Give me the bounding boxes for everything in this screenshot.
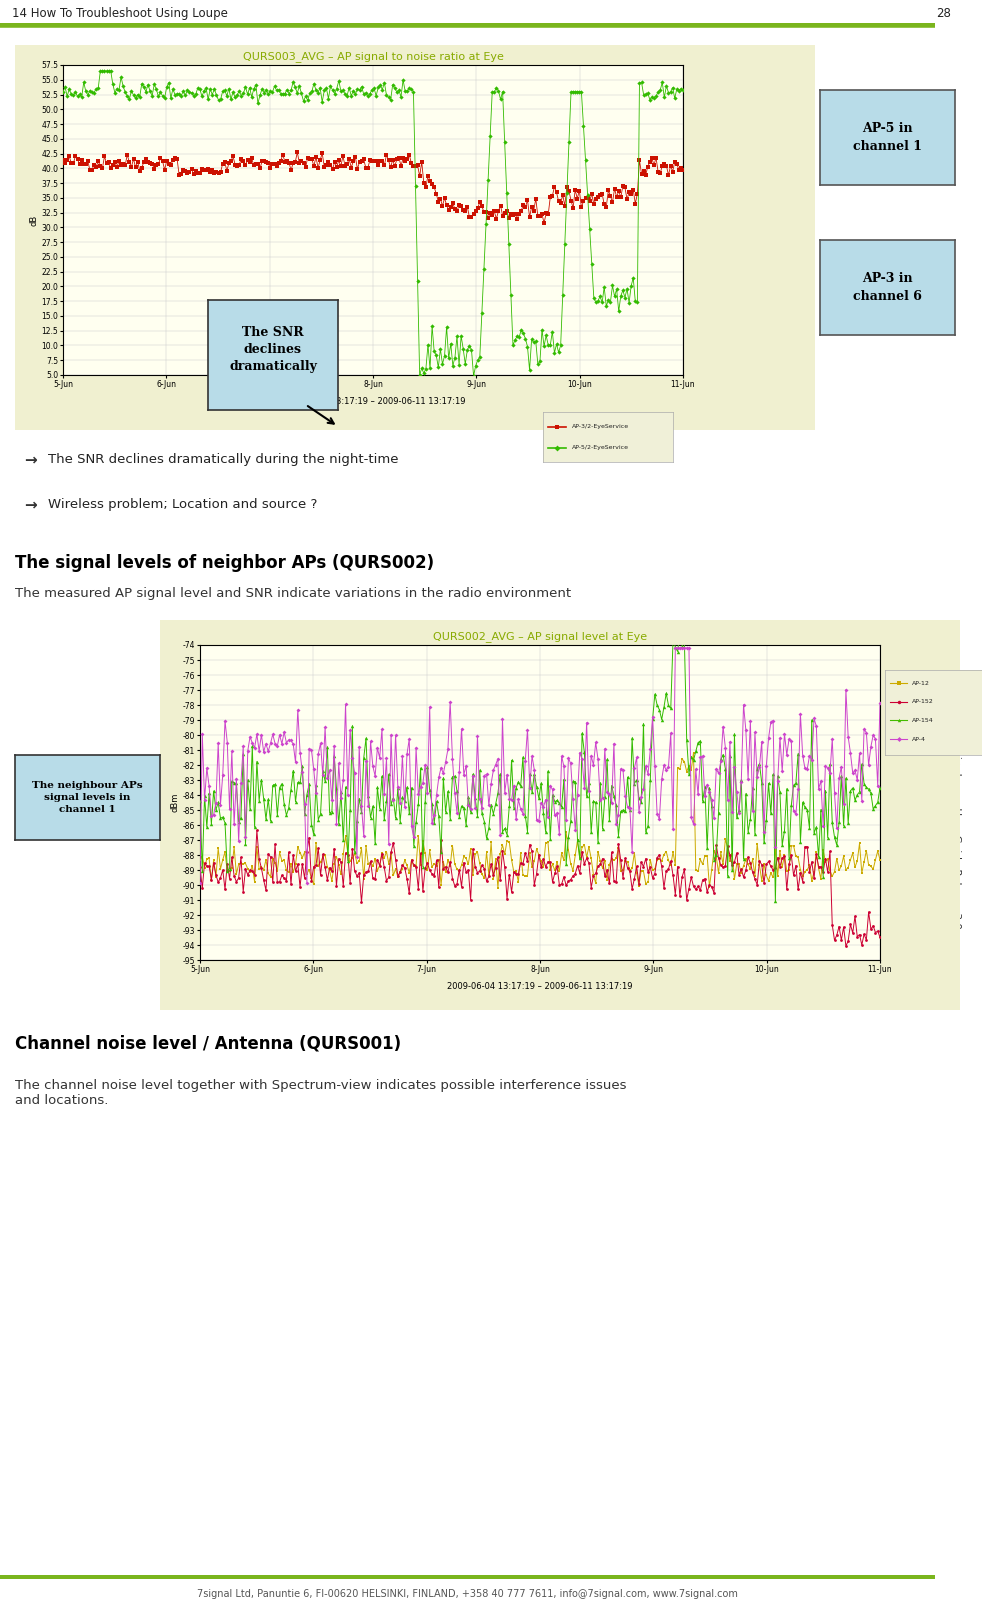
- Text: The channel noise level together with Spectrum-view indicates possible interfere: The channel noise level together with Sp…: [15, 1079, 627, 1106]
- Text: The signal levels of neighbor APs (QURS002): The signal levels of neighbor APs (QURS0…: [15, 553, 434, 571]
- Text: The SNR
declines
dramatically: The SNR declines dramatically: [229, 327, 317, 374]
- Text: Channel noise level / Antenna (QURS001): Channel noise level / Antenna (QURS001): [15, 1035, 401, 1053]
- Text: AP-5/2-EyeService: AP-5/2-EyeService: [572, 445, 628, 450]
- Text: AP-3 in
channel 6: AP-3 in channel 6: [853, 273, 922, 302]
- Text: 14 How To Troubleshoot Using Loupe: 14 How To Troubleshoot Using Loupe: [12, 6, 228, 21]
- Text: The neighbour APs
signal levels in
channel 1: The neighbour APs signal levels in chann…: [32, 781, 142, 813]
- Text: 28: 28: [936, 6, 951, 21]
- Text: →: →: [24, 453, 36, 467]
- Y-axis label: dB: dB: [29, 215, 38, 226]
- Title: QURS003_AVG – AP signal to noise ratio at Eye: QURS003_AVG – AP signal to noise ratio a…: [243, 52, 504, 63]
- Text: AP-154: AP-154: [912, 718, 934, 723]
- Text: →: →: [24, 498, 36, 513]
- Text: 7signal Sapphire Loupe User Guide Release 3.0: 7signal Sapphire Loupe User Guide Releas…: [951, 681, 961, 928]
- Text: AP-5 in
channel 1: AP-5 in channel 1: [853, 123, 922, 152]
- Text: Wireless problem; Location and source ?: Wireless problem; Location and source ?: [48, 498, 317, 511]
- Text: AP-12: AP-12: [912, 681, 930, 686]
- X-axis label: 2009-06-04 13:17:19 – 2009-06-11 13:17:19: 2009-06-04 13:17:19 – 2009-06-11 13:17:1…: [447, 982, 632, 991]
- Text: The SNR declines dramatically during the night-time: The SNR declines dramatically during the…: [48, 453, 399, 466]
- Text: The measured AP signal level and SNR indicate variations in the radio environmen: The measured AP signal level and SNR ind…: [15, 587, 572, 600]
- Text: AP-4: AP-4: [912, 737, 926, 742]
- Text: AP-152: AP-152: [912, 699, 934, 703]
- Text: 7signal Ltd, Panuntie 6, FI-00620 HELSINKI, FINLAND, +358 40 777 7611, info@7sig: 7signal Ltd, Panuntie 6, FI-00620 HELSIN…: [197, 1590, 737, 1599]
- X-axis label: 2009-06-04 13:17:19 – 2009-06-11 13:17:19: 2009-06-04 13:17:19 – 2009-06-11 13:17:1…: [280, 398, 465, 406]
- Text: AP-3/2-EyeService: AP-3/2-EyeService: [572, 424, 628, 429]
- Y-axis label: dBm: dBm: [171, 792, 180, 812]
- Title: QURS002_AVG – AP signal level at Eye: QURS002_AVG – AP signal level at Eye: [433, 632, 647, 642]
